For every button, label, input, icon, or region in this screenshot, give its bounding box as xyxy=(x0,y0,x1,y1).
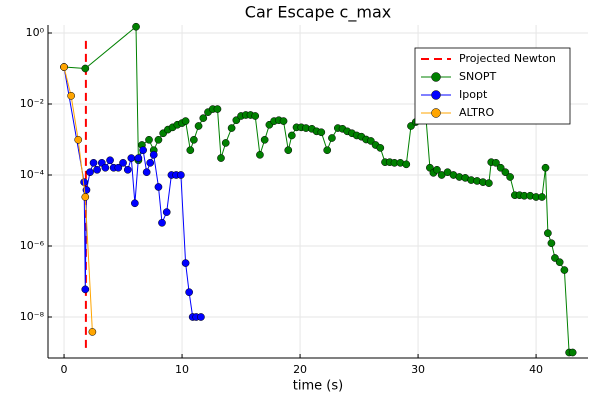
data-point xyxy=(199,114,208,122)
data-point xyxy=(317,128,326,137)
chart-title: Car Escape c_max xyxy=(245,3,391,23)
data-point xyxy=(328,134,336,142)
data-point xyxy=(547,239,556,248)
data-point xyxy=(81,193,90,201)
data-point xyxy=(123,165,132,174)
data-point xyxy=(506,173,514,181)
data-point xyxy=(81,64,90,73)
data-point xyxy=(568,348,577,357)
data-point xyxy=(181,259,190,267)
x-tick-label: 30 xyxy=(411,363,425,376)
data-point xyxy=(67,91,75,100)
data-point xyxy=(139,146,147,155)
data-point xyxy=(81,285,90,294)
x-tick-label: 0 xyxy=(61,363,68,376)
x-tick-label: 40 xyxy=(529,363,543,376)
data-point xyxy=(251,112,260,120)
data-point xyxy=(132,22,140,31)
data-point xyxy=(213,105,222,113)
data-point xyxy=(197,313,205,321)
data-point xyxy=(544,229,552,238)
data-point xyxy=(162,208,171,216)
data-point xyxy=(158,218,166,227)
x-axis-label: time (s) xyxy=(293,379,343,394)
data-point xyxy=(501,168,510,177)
data-point xyxy=(74,135,83,144)
y-tick-label: 10⁻⁴ xyxy=(20,168,45,181)
data-point xyxy=(86,168,94,177)
data-point xyxy=(142,168,151,177)
data-point xyxy=(284,146,293,155)
data-point xyxy=(119,158,127,167)
legend-marker xyxy=(431,108,441,118)
data-point xyxy=(402,160,411,169)
legend-marker xyxy=(431,90,441,100)
legend-label: ALTRO xyxy=(459,106,495,119)
data-point xyxy=(287,131,296,140)
data-point xyxy=(154,135,163,144)
data-point xyxy=(260,135,269,144)
data-point xyxy=(227,124,236,132)
data-point xyxy=(181,117,190,125)
data-point xyxy=(60,63,68,71)
y-tick-label: 10⁻² xyxy=(20,97,44,110)
data-point xyxy=(560,266,569,274)
data-point xyxy=(146,158,155,167)
data-point xyxy=(433,165,441,174)
data-point xyxy=(177,171,185,179)
x-tick-label: 10 xyxy=(175,363,189,376)
data-point xyxy=(93,165,101,174)
data-point xyxy=(541,163,550,172)
data-point xyxy=(131,199,139,208)
data-point xyxy=(217,154,225,162)
data-point xyxy=(89,158,98,167)
data-point xyxy=(538,193,546,201)
data-point xyxy=(145,135,153,144)
y-tick-label: 10⁰ xyxy=(26,26,45,39)
legend-label: Ipopt xyxy=(459,88,488,101)
data-point xyxy=(485,179,493,187)
data-point xyxy=(134,154,143,162)
data-point xyxy=(492,158,500,167)
legend-marker xyxy=(431,72,441,82)
data-point xyxy=(114,163,123,172)
data-point xyxy=(279,117,288,125)
data-point xyxy=(185,288,193,297)
data-point xyxy=(154,183,163,191)
y-tick-label: 10⁻⁶ xyxy=(20,239,45,252)
data-point xyxy=(323,146,332,155)
data-point xyxy=(106,156,114,165)
legend-box xyxy=(414,47,571,125)
data-point xyxy=(127,154,136,162)
data-point xyxy=(149,150,158,159)
data-point xyxy=(256,150,264,159)
data-point xyxy=(496,163,505,172)
data-point xyxy=(221,139,230,147)
data-point xyxy=(376,144,385,152)
data-point xyxy=(186,146,195,155)
legend-label: SNOPT xyxy=(459,70,497,83)
legend-label: Projected Newton xyxy=(459,52,556,65)
data-point xyxy=(88,328,97,336)
data-point xyxy=(101,163,110,172)
data-point xyxy=(555,258,564,267)
data-point xyxy=(190,135,198,144)
y-tick-label: 10⁻⁸ xyxy=(20,310,45,323)
data-point xyxy=(194,122,203,130)
x-tick-label: 20 xyxy=(293,363,307,376)
